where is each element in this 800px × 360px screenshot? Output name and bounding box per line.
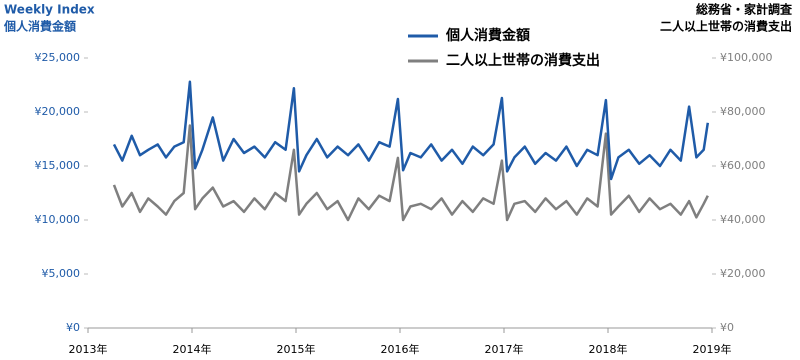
y2-tick-label: ¥0 (720, 321, 734, 334)
x-tick-label: 2016年 (381, 342, 420, 356)
x-tick-label: 2015年 (277, 342, 316, 356)
x-tick-label: 2018年 (589, 342, 628, 356)
y2-tick-label: ¥60,000 (720, 159, 766, 172)
y-tick-label: ¥0 (66, 321, 80, 334)
source-subtitle: 二人以上世帯の消費支出 (660, 19, 792, 34)
y-tick-label: ¥5,000 (42, 267, 81, 280)
legend-label: 個人消費金額 (445, 27, 530, 44)
y2-tick-label: ¥100,000 (720, 51, 773, 64)
y2-tick-label: ¥20,000 (720, 267, 766, 280)
x-tick-label: 2019年 (693, 342, 732, 356)
y-tick-label: ¥20,000 (35, 105, 81, 118)
legend-label: 二人以上世帯の消費支出 (446, 52, 600, 69)
y-tick-label: ¥10,000 (35, 213, 81, 226)
x-tick-label: 2013年 (69, 342, 108, 356)
x-tick-label: 2014年 (173, 342, 212, 356)
x-tick-label: 2017年 (485, 342, 524, 356)
source-title: 総務省・家計調査 (696, 2, 793, 17)
y-tick-label: ¥25,000 (35, 51, 81, 64)
series-line (112, 124, 709, 222)
y-tick-label: ¥15,000 (35, 159, 81, 172)
series-line (112, 80, 710, 181)
y2-tick-label: ¥40,000 (720, 213, 766, 226)
chart-title: Weekly Index (4, 3, 95, 17)
chart-subtitle: 個人消費金額 (3, 19, 76, 34)
y2-tick-label: ¥80,000 (720, 105, 766, 118)
